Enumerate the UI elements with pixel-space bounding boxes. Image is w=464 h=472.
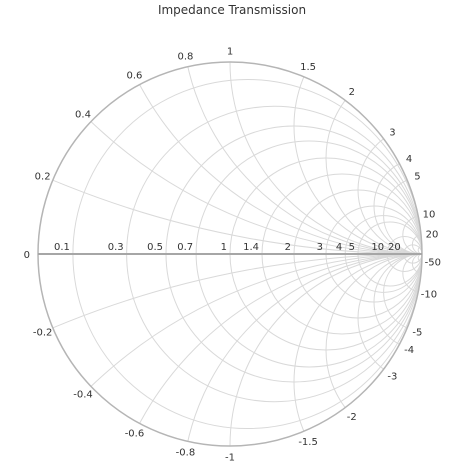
- reactance-label-neg0p6: -0.6: [125, 429, 145, 440]
- resistance-label-0p5: 0.5: [147, 242, 163, 253]
- reactance-label-neg5: -5: [412, 328, 422, 339]
- reactance-label-1: 1: [227, 47, 233, 58]
- reactance-label-neg3: -3: [387, 371, 397, 382]
- reactance-arc-4: [373, 157, 422, 255]
- reactance-label-0p6: 0.6: [127, 70, 143, 81]
- resistance-label-20: 20: [388, 242, 401, 253]
- reactance-label-3: 3: [389, 128, 395, 139]
- reactance-arc-neg0p2: [38, 253, 422, 446]
- reactance-arc-2: [325, 62, 422, 255]
- reactance-arc-neg1: [229, 253, 422, 446]
- reactance-label-4: 4: [406, 154, 412, 165]
- resistance-label-1: 1: [221, 242, 227, 253]
- reactance-arc-5: [383, 176, 422, 255]
- reactance-arc-neg5: [383, 253, 422, 332]
- chart-title: Impedance Transmission: [157, 3, 307, 17]
- reactance-label-neg10: -10: [421, 290, 437, 301]
- reactance-label-neg0p2: -0.2: [33, 328, 53, 339]
- resistance-label-4: 4: [336, 242, 342, 253]
- reactance-label-neg0p8: -0.8: [176, 448, 196, 459]
- reactance-label-neg1: -1: [225, 453, 235, 464]
- resistance-label-0p1: 0.1: [54, 242, 70, 253]
- reactance-label-5: 5: [414, 171, 420, 182]
- reactance-label-0p2: 0.2: [35, 171, 51, 182]
- resistance-label-1p4: 1.4: [243, 242, 259, 253]
- resistance-label-2: 2: [285, 242, 291, 253]
- reactance-label-10: 10: [423, 209, 436, 220]
- reactance-arc-neg1p5: [293, 253, 422, 446]
- reactance-arc-neg50: [417, 253, 422, 263]
- reactance-arc-neg0p8: [181, 253, 422, 446]
- reactance-label-0p4: 0.4: [75, 110, 91, 121]
- resistance-label-0p3: 0.3: [108, 242, 124, 253]
- resistance-label-0p7: 0.7: [177, 242, 193, 253]
- reactance-label-1p5: 1.5: [300, 62, 316, 73]
- reactance-label-20: 20: [426, 229, 439, 240]
- reactance-label-neg50: -50: [425, 258, 441, 269]
- reactance-label-neg2: -2: [347, 412, 357, 423]
- reactance-arc-neg4: [373, 253, 422, 351]
- reactance-label-neg4: -4: [404, 345, 414, 356]
- reactance-arc-3: [357, 125, 422, 255]
- resistance-label-3: 3: [317, 242, 323, 253]
- resistance-label-10: 10: [371, 242, 384, 253]
- reactance-arc-50: [417, 245, 422, 255]
- reactance-label-neg1p5: -1.5: [298, 437, 318, 448]
- reactance-arc-1p5: [293, 62, 422, 255]
- reactance-arc-neg0p4: [38, 253, 422, 446]
- reactance-label-0p8: 0.8: [177, 51, 193, 62]
- resistance-label-5: 5: [349, 242, 355, 253]
- reactance-arc-neg3: [357, 253, 422, 383]
- reactance-arc-neg2: [325, 253, 422, 446]
- reactance-label-neg0p4: -0.4: [73, 390, 93, 401]
- resistance-label-0: 0: [24, 250, 30, 261]
- reactance-label-2: 2: [349, 87, 355, 98]
